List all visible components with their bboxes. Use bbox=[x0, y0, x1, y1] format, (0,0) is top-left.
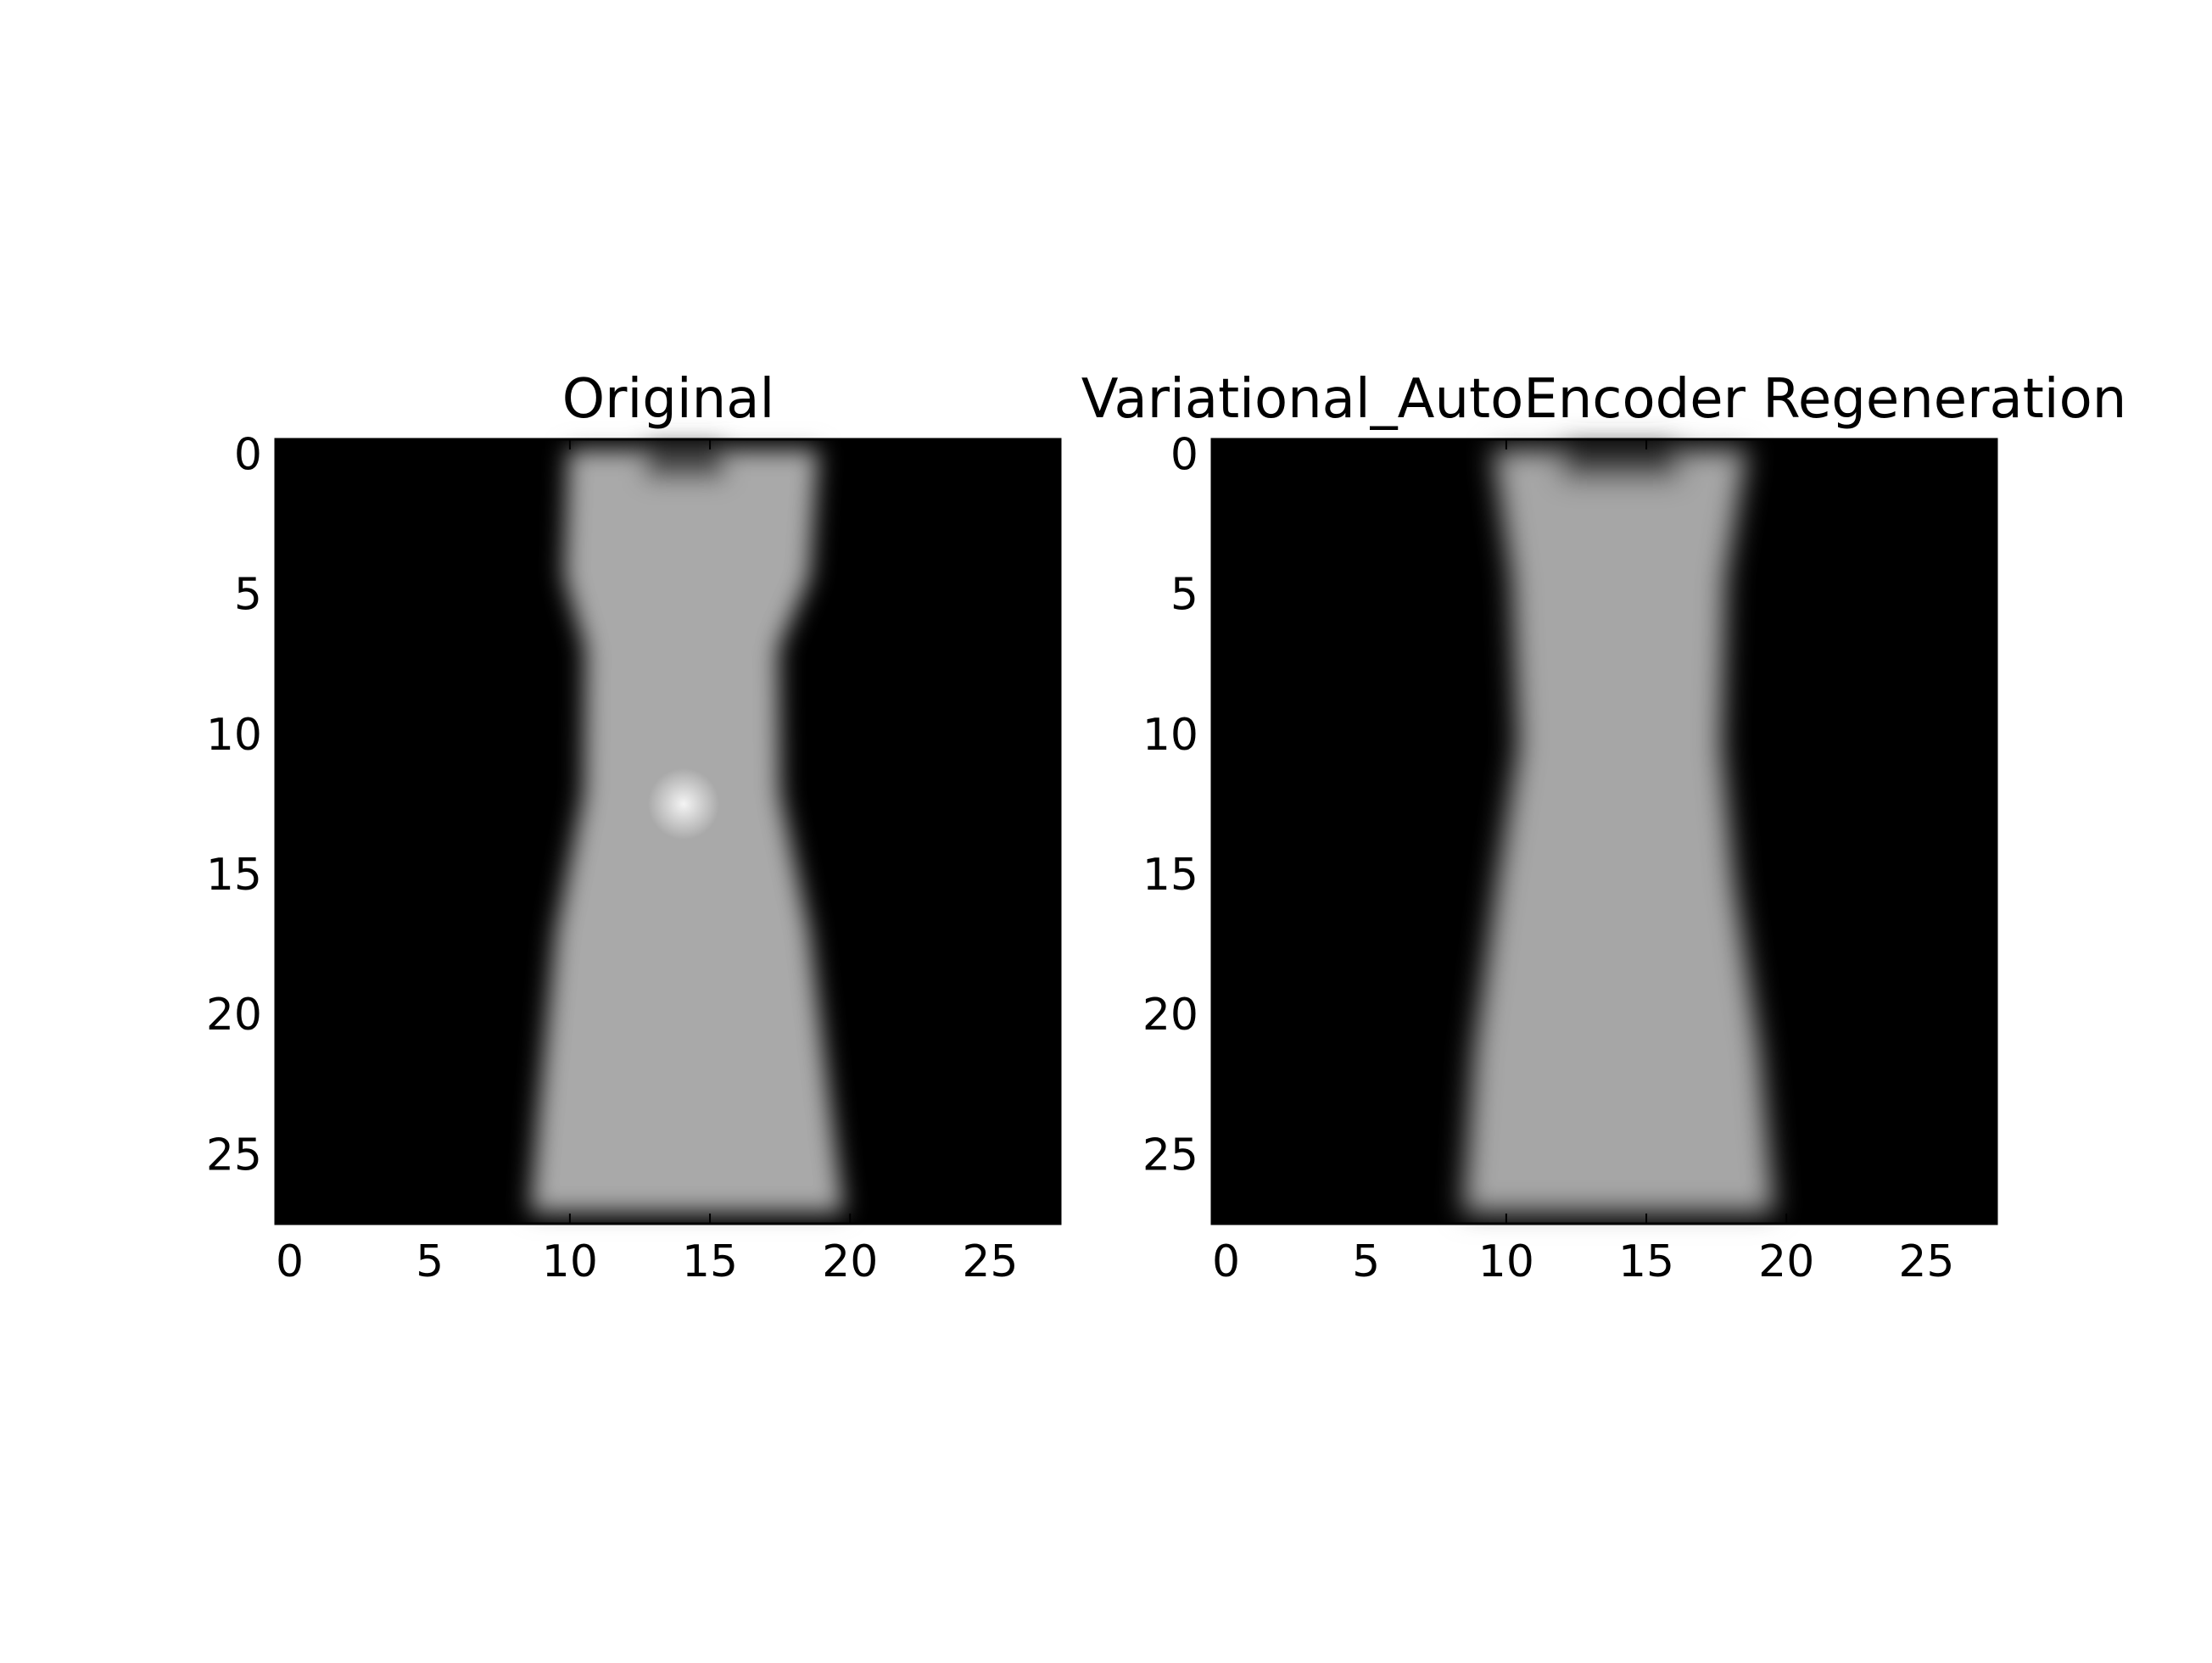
xtick-label-original-20: 20 bbox=[822, 1236, 878, 1287]
ticks-regeneration: 0 5 10 15 20 25 0 5 10 15 20 25 bbox=[1142, 430, 1997, 1287]
xtick-label-regeneration-15: 15 bbox=[1618, 1236, 1674, 1287]
ytick-label-regeneration-5: 5 bbox=[1170, 570, 1198, 621]
ytick-label-regeneration-0: 0 bbox=[1170, 430, 1198, 481]
panel-title-original: Original bbox=[562, 368, 774, 431]
xtick-label-original-25: 25 bbox=[962, 1236, 1018, 1287]
panel-regeneration: Variational_AutoEncoder Regeneration 0 5 1… bbox=[1081, 368, 2127, 1287]
xtick-label-original-10: 10 bbox=[542, 1236, 598, 1287]
ticks-original: 0 5 10 15 20 25 0 5 10 15 20 25 bbox=[206, 430, 1060, 1287]
xtick-label-regeneration-10: 10 bbox=[1478, 1236, 1534, 1287]
panel-title-regeneration: Variational_AutoEncoder Regeneration bbox=[1081, 368, 2127, 431]
dress-image-regeneration bbox=[1463, 445, 1774, 1213]
xtick-label-original-5: 5 bbox=[416, 1236, 444, 1287]
axes-frame-regeneration bbox=[1210, 438, 1998, 1225]
ytick-label-original-5: 5 bbox=[234, 570, 262, 621]
ytick-label-regeneration-10: 10 bbox=[1142, 710, 1198, 761]
ytick-label-original-10: 10 bbox=[206, 710, 262, 761]
xtick-label-original-15: 15 bbox=[682, 1236, 738, 1287]
xtick-label-regeneration-20: 20 bbox=[1758, 1236, 1814, 1287]
ytick-label-regeneration-25: 25 bbox=[1142, 1130, 1198, 1180]
ytick-label-regeneration-15: 15 bbox=[1142, 850, 1198, 901]
xtick-label-original-0: 0 bbox=[276, 1236, 304, 1287]
ytick-label-original-25: 25 bbox=[206, 1130, 262, 1180]
xtick-label-regeneration-5: 5 bbox=[1352, 1236, 1380, 1287]
xtick-label-regeneration-0: 0 bbox=[1212, 1236, 1240, 1287]
axes-frame-original bbox=[274, 438, 1062, 1225]
xtick-label-regeneration-25: 25 bbox=[1898, 1236, 1954, 1287]
ytick-label-regeneration-20: 20 bbox=[1142, 990, 1198, 1041]
bright-spot-original bbox=[648, 768, 719, 840]
ytick-label-original-20: 20 bbox=[206, 990, 262, 1041]
ytick-label-original-15: 15 bbox=[206, 850, 262, 901]
panel-original: Original 0 5 10 15 20 25 0 5 10 15 20 25 bbox=[206, 368, 1062, 1287]
ytick-label-original-0: 0 bbox=[234, 430, 262, 481]
